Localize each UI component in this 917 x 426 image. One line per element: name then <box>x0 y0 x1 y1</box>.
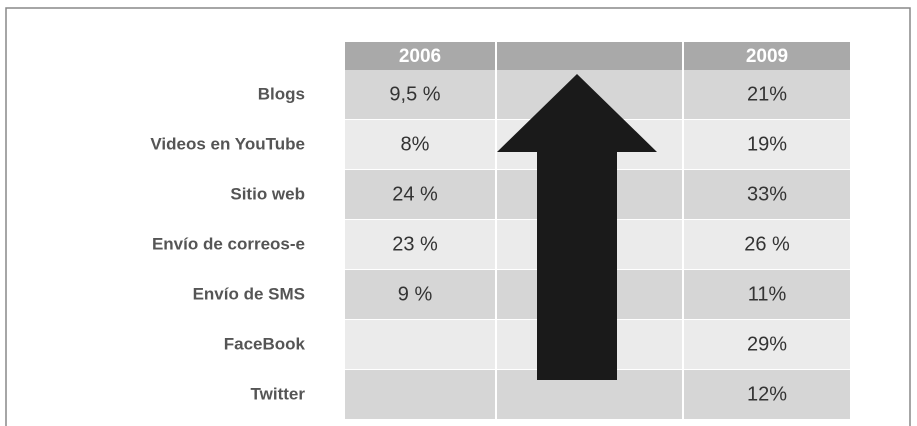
cell-value: 19% <box>747 133 787 155</box>
row-label: Twitter <box>251 384 306 403</box>
cell-value: 26 % <box>744 233 790 255</box>
table: 2006 2009 Blogs 9,5 % 21% Videos en YouTube 8%… <box>150 42 850 419</box>
row-cell <box>684 120 850 169</box>
row-label: Envío de correos-e <box>152 234 305 253</box>
cell-value: 9,5 % <box>389 83 440 105</box>
frame <box>5 7 911 426</box>
row-label: Envío de SMS <box>193 284 305 303</box>
cell-value: 8% <box>401 133 430 155</box>
header: 2009 <box>746 46 788 67</box>
arrow <box>497 74 657 380</box>
row-cell <box>345 320 495 369</box>
cell-value: 21% <box>747 83 787 105</box>
row-label: Blogs <box>258 84 305 103</box>
cell-value: 11% <box>748 283 787 305</box>
cell-value: 24 % <box>392 183 438 205</box>
cell-value: 29% <box>747 333 787 355</box>
row-cell <box>684 370 850 419</box>
header-cell <box>684 42 850 70</box>
cell-value: 23 % <box>392 233 438 255</box>
row-cell <box>345 70 495 119</box>
row-cell <box>684 270 850 319</box>
header: 2006 <box>399 46 441 67</box>
cell-value: 12% <box>747 383 787 405</box>
row-label: Videos en YouTube <box>150 134 305 153</box>
row-cell <box>684 70 850 119</box>
row-cell <box>345 220 495 269</box>
row-cell <box>345 270 495 319</box>
row-label: Sitio web <box>230 184 305 203</box>
row-cell <box>684 320 850 369</box>
row-cell <box>684 170 850 219</box>
row-cell <box>345 170 495 219</box>
row-cell <box>345 370 495 419</box>
row-cell <box>684 220 850 269</box>
header-cell <box>497 42 682 70</box>
row-label: FaceBook <box>224 334 306 353</box>
header-cell <box>345 42 495 70</box>
cell-value: 9 % <box>398 283 433 305</box>
row-cell <box>345 120 495 169</box>
cell-value: 33% <box>747 183 787 205</box>
